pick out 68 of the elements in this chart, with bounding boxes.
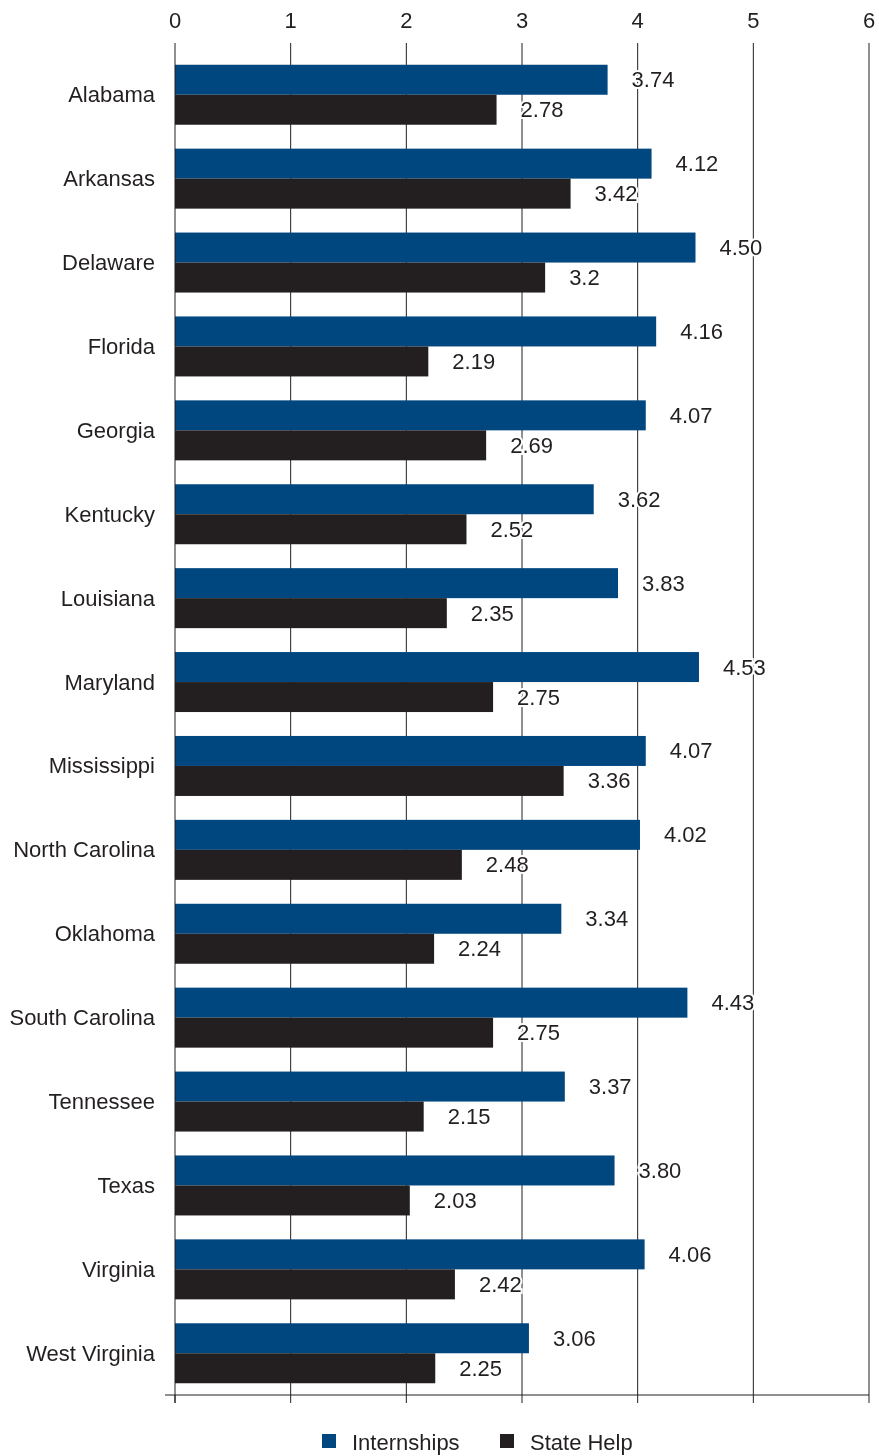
bar — [175, 568, 618, 599]
data-label: 2.52 — [490, 516, 534, 542]
x-tick-label: 3 — [515, 8, 529, 33]
y-tick-label: North Carolina — [13, 837, 156, 863]
bar — [175, 1239, 645, 1270]
data-label: 2.25 — [459, 1355, 503, 1381]
y-tick-label: Alabama — [68, 82, 156, 108]
data-label: 3.06 — [552, 1325, 596, 1351]
x-tick-label: 4 — [631, 8, 644, 33]
y-tick-label: Texas — [97, 1172, 155, 1198]
data-label: 3.34 — [585, 906, 629, 932]
y-tick-label: Florida — [87, 333, 156, 359]
data-label: 4.06 — [668, 1241, 712, 1267]
data-label: 2.24 — [458, 936, 501, 962]
data-label: 2.15 — [447, 1104, 491, 1130]
data-label: 2.78 — [520, 97, 564, 123]
data-label: 3.2 — [569, 265, 600, 291]
bar — [175, 903, 562, 934]
bar — [175, 1323, 529, 1354]
y-tick-label: Maryland — [64, 669, 155, 695]
data-label: 3.83 — [642, 570, 685, 596]
bar — [175, 735, 646, 766]
y-tick-label: Louisiana — [60, 585, 156, 611]
bar — [175, 64, 608, 95]
x-tick-label: 1 — [284, 8, 297, 33]
y-tick-label: West Virginia — [26, 1340, 156, 1366]
data-label: 2.19 — [452, 348, 496, 374]
data-label: 4.16 — [680, 318, 723, 344]
x-tick-label: 5 — [747, 8, 760, 33]
y-tick-label: Mississippi — [48, 753, 155, 779]
data-label: 3.42 — [594, 181, 638, 207]
data-label: 4.07 — [669, 402, 713, 428]
data-label: 2.75 — [517, 684, 560, 710]
x-tick-label: 2 — [400, 8, 413, 33]
data-label: 2.48 — [485, 852, 529, 878]
y-tick-label: Virginia — [82, 1256, 156, 1282]
bar — [175, 316, 657, 347]
data-label: 4.02 — [663, 822, 707, 848]
y-tick-label: Kentucky — [64, 501, 155, 527]
y-tick-label: Delaware — [62, 250, 155, 276]
data-label: 2.75 — [517, 1020, 560, 1046]
y-tick-label: Arkansas — [63, 166, 155, 192]
data-label: 4.12 — [675, 151, 719, 177]
bar — [175, 1155, 615, 1186]
data-label: 2.69 — [510, 432, 553, 458]
data-label: 2.42 — [478, 1271, 522, 1297]
y-tick-label: Oklahoma — [54, 921, 156, 947]
bar — [175, 652, 699, 683]
legend-label: Internships — [352, 1429, 460, 1455]
bar — [175, 484, 594, 515]
bar — [175, 400, 646, 431]
bar — [175, 232, 696, 263]
bar — [175, 148, 652, 179]
legend-label: State Help — [530, 1429, 633, 1455]
y-tick-label: South Carolina — [9, 1005, 156, 1031]
data-label: 3.36 — [587, 768, 631, 794]
data-label: 2.03 — [433, 1187, 477, 1213]
x-tick-label: 0 — [168, 8, 182, 33]
x-tick-label: 6 — [862, 8, 876, 33]
y-tick-label: Tennessee — [48, 1089, 155, 1115]
bar — [175, 819, 640, 850]
data-label: 2.35 — [470, 600, 514, 626]
data-label: 3.37 — [588, 1074, 632, 1100]
data-label: 3.80 — [638, 1157, 682, 1183]
y-tick-label: Georgia — [76, 417, 156, 443]
data-label: 4.07 — [669, 738, 713, 764]
bar — [175, 987, 688, 1018]
bar — [175, 1071, 565, 1102]
